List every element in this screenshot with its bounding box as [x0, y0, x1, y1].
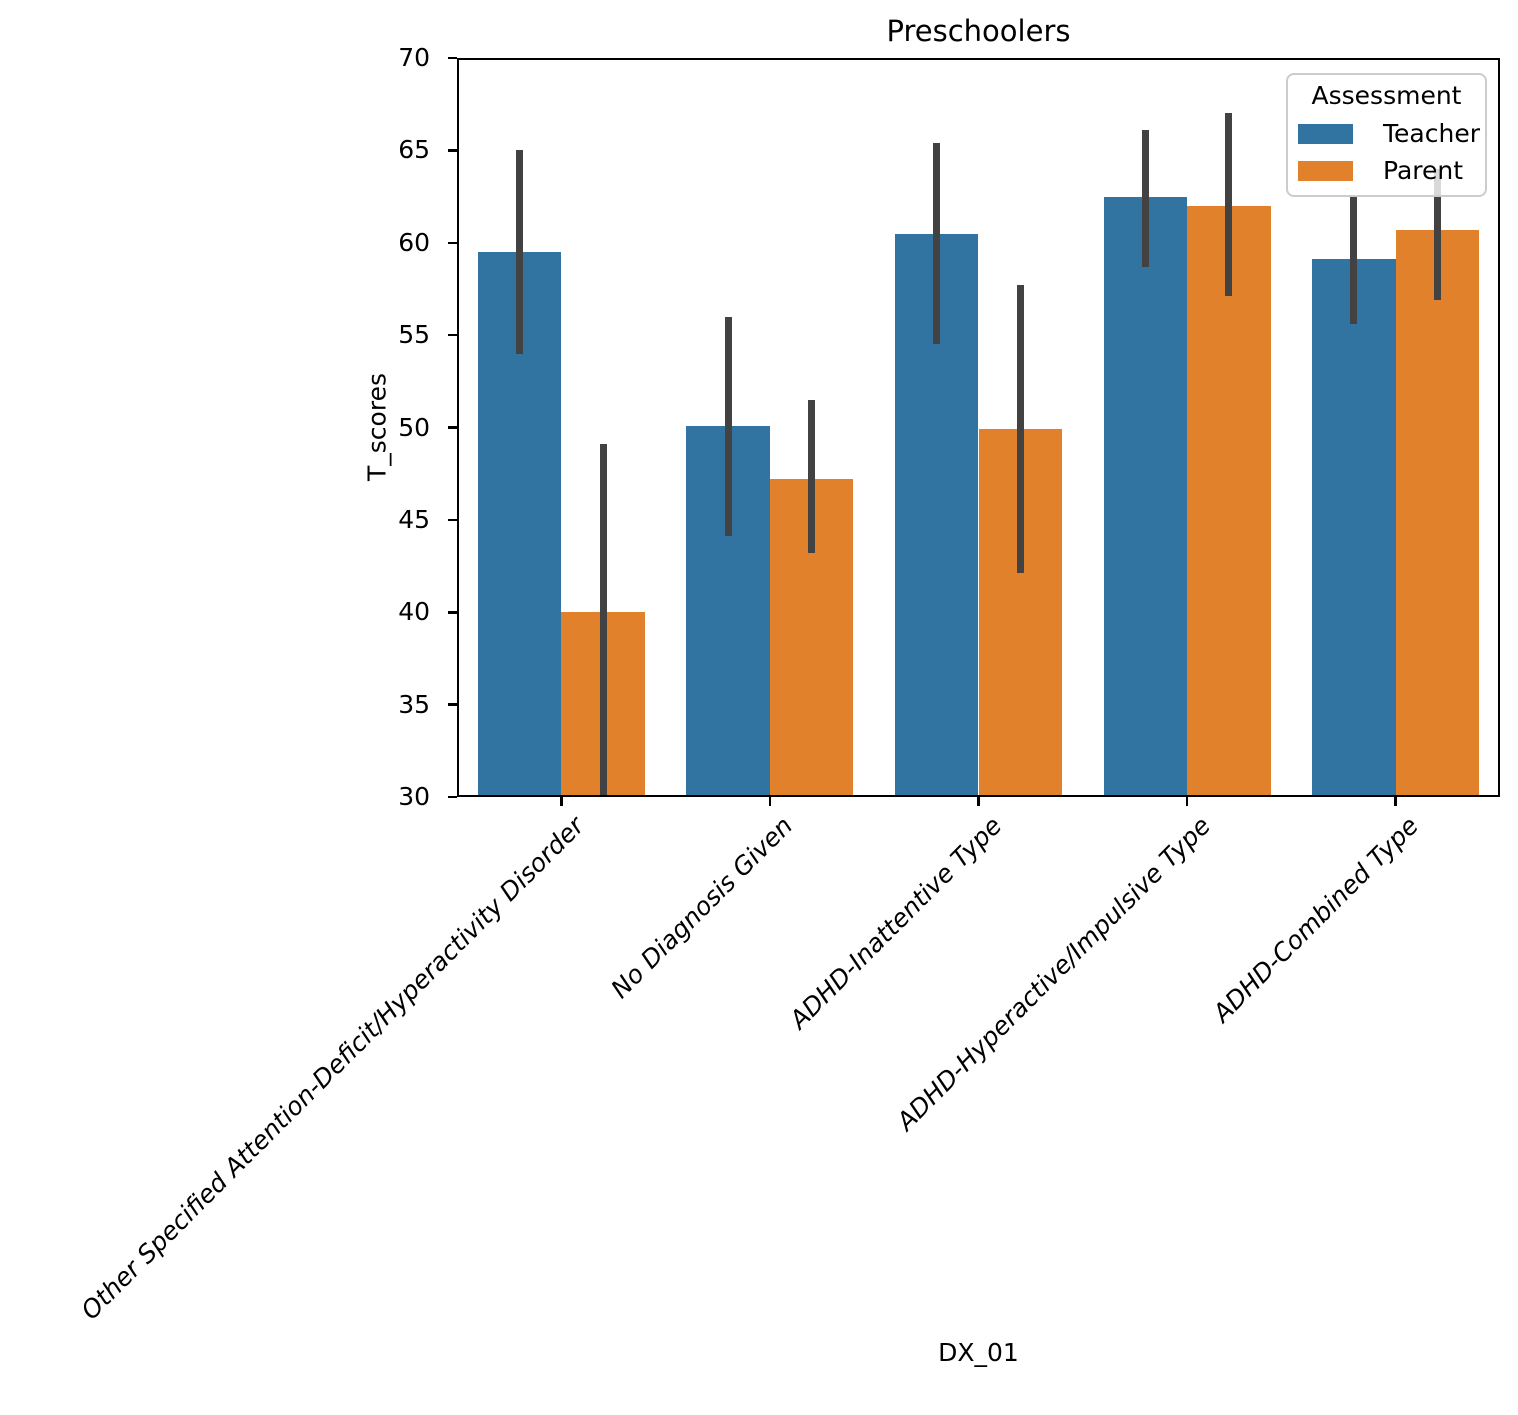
y-tick-label: 60: [398, 227, 430, 257]
x-tick-mark: [560, 797, 563, 806]
bar-teacher: [1103, 196, 1188, 797]
y-tick-label: 45: [398, 504, 430, 534]
legend-item-parent: Parent: [1298, 156, 1475, 185]
y-tick-mark: [448, 426, 457, 429]
parent-swatch-icon: [1298, 160, 1353, 181]
x-tick-label: ADHD-Inattentive Type: [783, 811, 1008, 1035]
y-tick-label: 50: [398, 412, 430, 442]
error-bar: [724, 316, 732, 537]
x-tick-mark: [768, 797, 772, 806]
x-axis-label: DX_01: [938, 1338, 1019, 1367]
error-bar: [1225, 113, 1233, 297]
bar-parent: [1187, 205, 1271, 797]
legend-label-teacher: Teacher: [1383, 119, 1480, 148]
error-bar: [1141, 130, 1149, 267]
bar-teacher: [1312, 259, 1396, 797]
chart-title: Preschoolers: [886, 14, 1071, 48]
y-tick-mark: [448, 703, 457, 706]
y-tick-label: 30: [398, 782, 430, 811]
y-tick-mark: [448, 149, 457, 152]
legend: Assessment Teacher Parent: [1286, 73, 1487, 197]
error-bar: [808, 399, 816, 554]
legend-title: Assessment: [1311, 81, 1462, 110]
y-tick-label: 55: [398, 320, 430, 350]
y-tick-mark: [448, 795, 457, 799]
y-tick-mark: [448, 333, 457, 337]
error-bar: [1350, 194, 1358, 325]
error-bar: [516, 150, 524, 354]
y-tick-label: 65: [398, 135, 430, 165]
y-tick-mark: [448, 241, 457, 244]
x-tick-mark: [1394, 797, 1397, 806]
error-bar: [933, 142, 941, 345]
teacher-swatch-icon: [1298, 123, 1353, 144]
error-bar: [1433, 168, 1441, 301]
plot-area: [457, 58, 1500, 797]
y-tick-label: 40: [398, 597, 430, 627]
error-bar: [1016, 285, 1024, 574]
x-tick-label: No Diagnosis Given: [605, 811, 799, 1004]
x-tick-label: Other Specified Attention-Deficit/Hypera…: [75, 811, 590, 1326]
y-tick-label: 70: [398, 43, 430, 72]
y-tick-mark: [448, 518, 457, 522]
x-tick-label: ADHD-Combined Type: [1207, 811, 1425, 1028]
x-tick-mark: [1185, 797, 1189, 806]
x-tick-mark: [977, 797, 980, 806]
legend-item-teacher: Teacher: [1298, 119, 1480, 148]
error-bar: [599, 444, 607, 797]
legend-label-parent: Parent: [1383, 156, 1464, 185]
y-tick-mark: [448, 56, 457, 60]
bar-parent: [1395, 229, 1480, 797]
y-tick-label: 35: [398, 689, 430, 719]
y-tick-mark: [448, 611, 457, 614]
